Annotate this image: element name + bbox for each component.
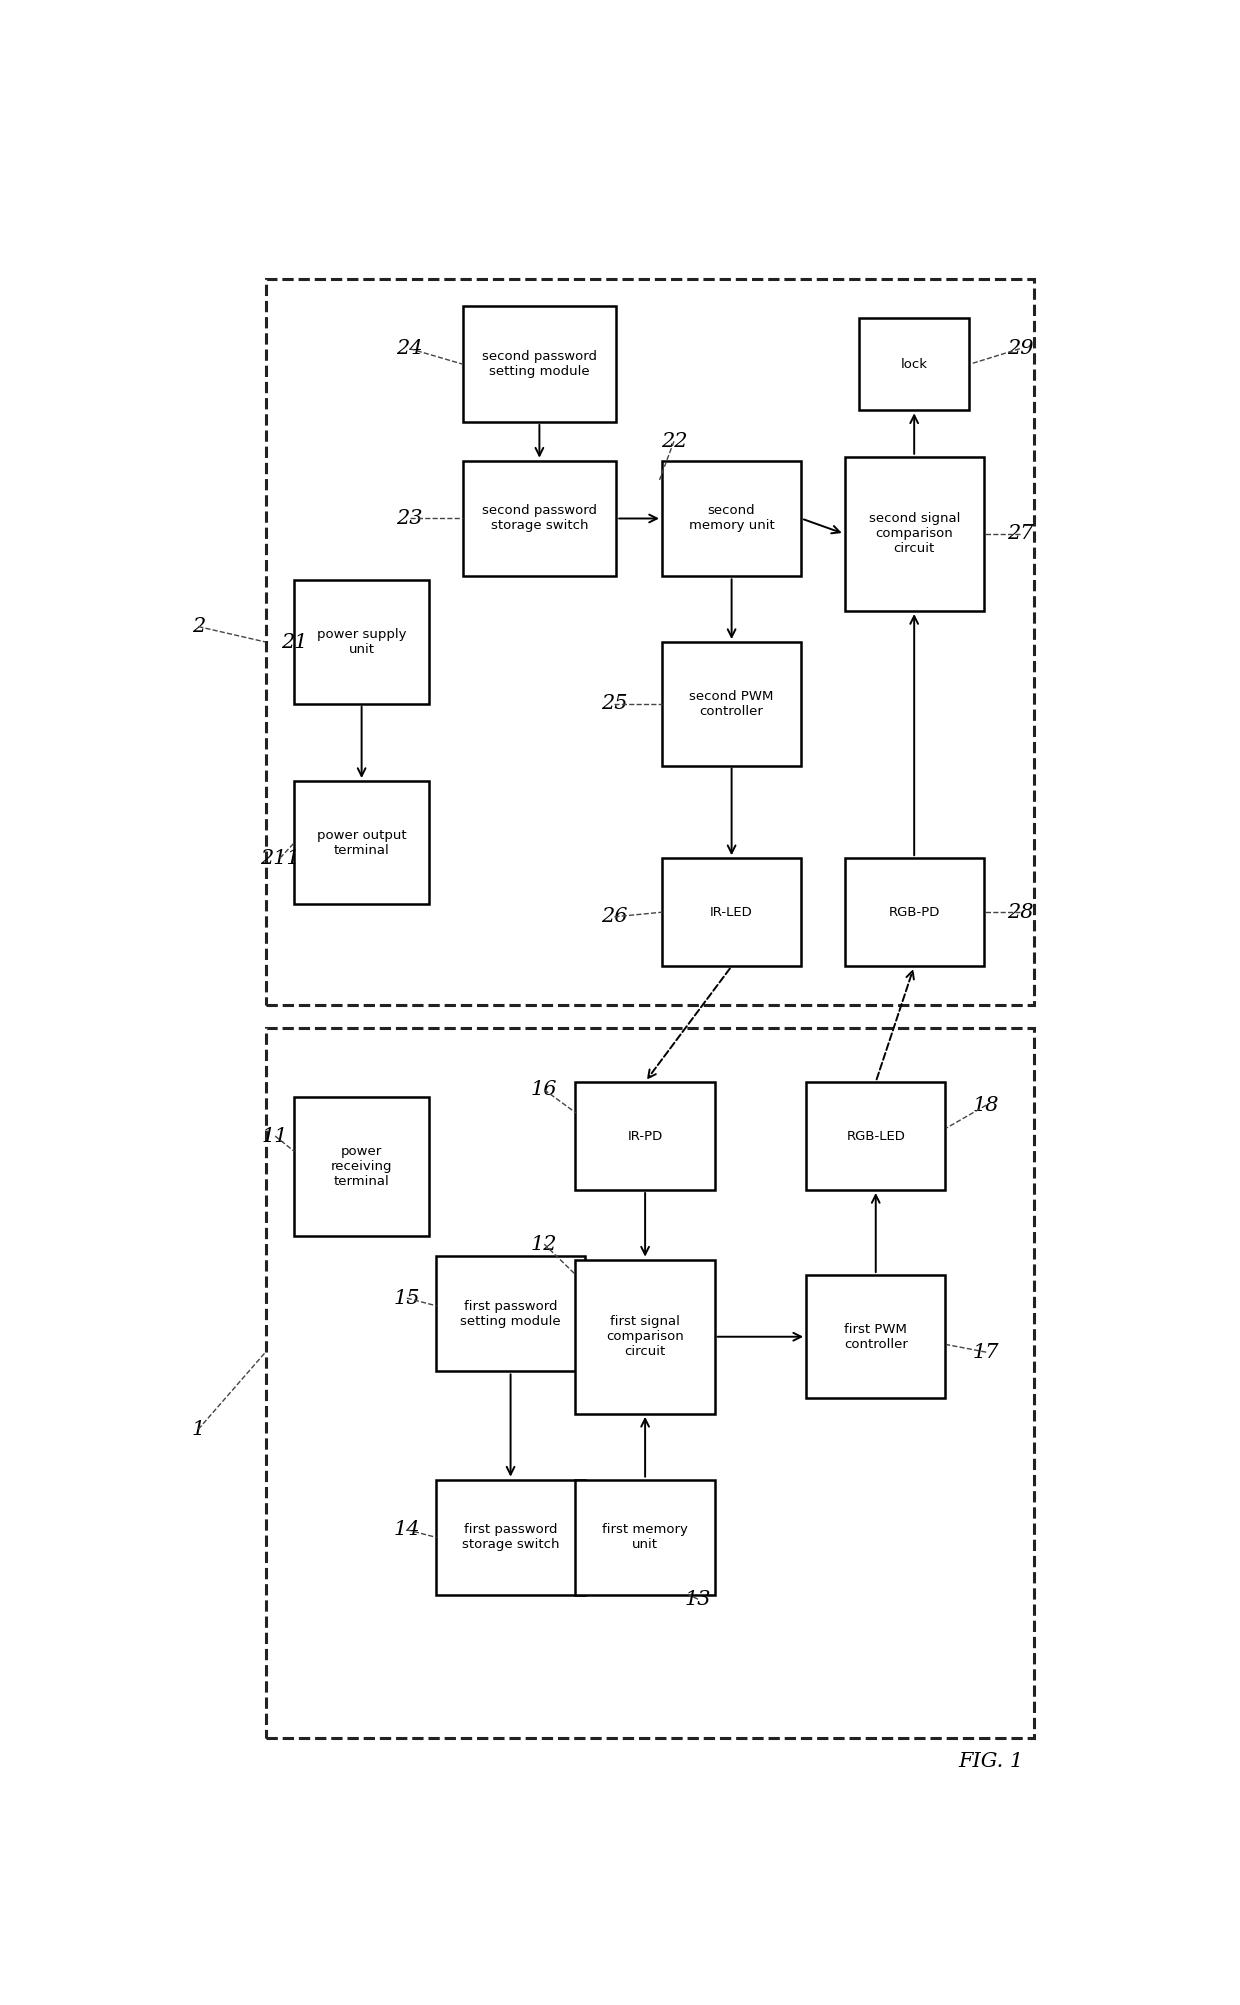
Text: 26: 26	[601, 908, 627, 926]
Text: FIG. 1: FIG. 1	[959, 1752, 1024, 1770]
Text: second PWM
controller: second PWM controller	[689, 690, 774, 718]
FancyBboxPatch shape	[662, 642, 801, 766]
Text: 18: 18	[973, 1095, 999, 1115]
Text: first signal
comparison
circuit: first signal comparison circuit	[606, 1315, 684, 1357]
Text: 22: 22	[661, 431, 687, 451]
Text: 11: 11	[262, 1127, 289, 1145]
Text: second
memory unit: second memory unit	[688, 505, 775, 533]
Text: power output
terminal: power output terminal	[316, 828, 407, 856]
Text: 211: 211	[260, 848, 300, 868]
FancyBboxPatch shape	[294, 782, 429, 904]
Text: 17: 17	[973, 1343, 999, 1361]
Text: first PWM
controller: first PWM controller	[843, 1323, 908, 1351]
Text: RGB-PD: RGB-PD	[889, 906, 940, 918]
FancyBboxPatch shape	[662, 858, 801, 966]
FancyBboxPatch shape	[844, 858, 983, 966]
FancyBboxPatch shape	[859, 319, 970, 411]
Text: power supply
unit: power supply unit	[317, 628, 407, 656]
FancyBboxPatch shape	[662, 461, 801, 575]
Text: 1: 1	[192, 1420, 205, 1440]
Text: RGB-LED: RGB-LED	[847, 1129, 905, 1143]
Text: 21: 21	[281, 632, 308, 652]
FancyBboxPatch shape	[575, 1083, 714, 1191]
Text: 13: 13	[684, 1590, 712, 1608]
Text: 28: 28	[1007, 902, 1033, 922]
Text: 27: 27	[1007, 525, 1033, 543]
Text: second password
setting module: second password setting module	[482, 351, 596, 379]
Text: 15: 15	[393, 1289, 420, 1307]
Text: 29: 29	[1007, 339, 1033, 359]
Text: first password
storage switch: first password storage switch	[461, 1524, 559, 1552]
Text: 24: 24	[397, 339, 423, 359]
Text: second signal
comparison
circuit: second signal comparison circuit	[868, 513, 960, 555]
Text: 23: 23	[397, 509, 423, 527]
FancyBboxPatch shape	[294, 1097, 429, 1237]
FancyBboxPatch shape	[436, 1480, 585, 1596]
Text: lock: lock	[900, 357, 928, 371]
Text: second password
storage switch: second password storage switch	[482, 505, 596, 533]
FancyBboxPatch shape	[463, 307, 616, 421]
Text: 2: 2	[192, 618, 205, 636]
FancyBboxPatch shape	[806, 1275, 945, 1399]
Text: IR-PD: IR-PD	[627, 1129, 662, 1143]
Text: 16: 16	[531, 1081, 558, 1099]
FancyBboxPatch shape	[436, 1255, 585, 1371]
Text: first password
setting module: first password setting module	[460, 1299, 560, 1327]
Text: 12: 12	[531, 1235, 558, 1253]
Text: first memory
unit: first memory unit	[603, 1524, 688, 1552]
Text: 25: 25	[601, 694, 627, 714]
Text: IR-LED: IR-LED	[711, 906, 753, 918]
FancyBboxPatch shape	[463, 461, 616, 575]
FancyBboxPatch shape	[575, 1259, 714, 1414]
FancyBboxPatch shape	[575, 1480, 714, 1596]
FancyBboxPatch shape	[294, 579, 429, 704]
Text: power
receiving
terminal: power receiving terminal	[331, 1145, 392, 1189]
Text: 14: 14	[393, 1520, 420, 1540]
FancyBboxPatch shape	[844, 457, 983, 612]
FancyBboxPatch shape	[806, 1083, 945, 1191]
